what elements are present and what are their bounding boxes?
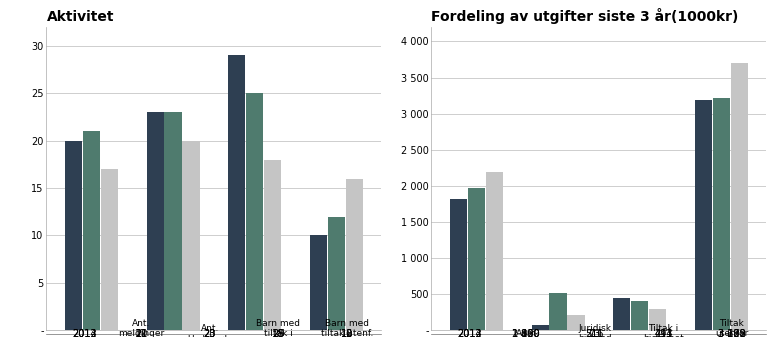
Text: 211: 211 bbox=[585, 329, 604, 337]
Bar bbox=[631, 301, 648, 330]
Text: 2013: 2013 bbox=[72, 329, 97, 337]
Bar bbox=[613, 298, 630, 330]
Bar bbox=[567, 315, 584, 330]
Bar bbox=[165, 112, 182, 330]
Text: 2013: 2013 bbox=[457, 329, 481, 337]
Bar bbox=[550, 293, 567, 330]
Text: 16: 16 bbox=[341, 329, 353, 337]
Bar bbox=[310, 236, 327, 330]
Text: 3 222: 3 222 bbox=[718, 329, 746, 337]
Text: 10: 10 bbox=[341, 329, 353, 337]
Text: 2012: 2012 bbox=[457, 329, 481, 337]
Text: Ant.
Undersøk.: Ant. Undersøk. bbox=[187, 324, 232, 337]
Text: 18: 18 bbox=[272, 329, 284, 337]
Bar bbox=[467, 188, 485, 330]
Text: 2014: 2014 bbox=[457, 329, 481, 337]
Text: 20: 20 bbox=[135, 329, 147, 337]
Text: 23: 23 bbox=[204, 329, 216, 337]
Text: 411: 411 bbox=[654, 329, 673, 337]
Bar bbox=[731, 63, 748, 330]
Bar bbox=[346, 179, 363, 330]
Bar bbox=[486, 172, 503, 330]
Text: Barn med
tiltak utenf.
hj.(252): Barn med tiltak utenf. hj.(252) bbox=[320, 319, 373, 337]
Bar bbox=[649, 309, 666, 330]
Text: 1 820: 1 820 bbox=[512, 329, 540, 337]
Bar bbox=[450, 199, 467, 330]
Text: 29: 29 bbox=[272, 329, 285, 337]
Bar bbox=[65, 141, 82, 330]
Text: 2 190: 2 190 bbox=[512, 329, 540, 337]
Bar bbox=[264, 160, 281, 330]
Bar bbox=[713, 98, 730, 330]
Text: Aktivitet: Aktivitet bbox=[46, 10, 114, 24]
Text: 25: 25 bbox=[272, 329, 285, 337]
Bar bbox=[183, 141, 200, 330]
Text: 3 698: 3 698 bbox=[718, 329, 746, 337]
Text: 73: 73 bbox=[588, 329, 601, 337]
Text: 17: 17 bbox=[135, 329, 147, 337]
Text: Tiltak
utenfor
hjemmet: Tiltak utenfor hjemmet bbox=[711, 319, 752, 337]
Bar bbox=[101, 169, 118, 330]
Bar bbox=[146, 112, 163, 330]
Bar bbox=[328, 216, 345, 330]
Bar bbox=[83, 131, 100, 330]
Bar bbox=[246, 93, 263, 330]
Text: Fordeling av utgifter siste 3 år(1000kr): Fordeling av utgifter siste 3 år(1000kr) bbox=[431, 8, 739, 24]
Text: 3 189: 3 189 bbox=[718, 329, 746, 337]
Bar bbox=[695, 100, 712, 330]
Text: 444: 444 bbox=[654, 329, 673, 337]
Bar bbox=[228, 55, 245, 330]
Text: Ant.
meldinger
inn: Ant. meldinger inn bbox=[118, 319, 164, 337]
Text: 20: 20 bbox=[204, 329, 216, 337]
Text: 12: 12 bbox=[341, 329, 353, 337]
Text: 2014: 2014 bbox=[72, 329, 97, 337]
Text: Barn med
tiltak i
hj.(251): Barn med tiltak i hj.(251) bbox=[256, 319, 300, 337]
Text: Juridisk
bistand: Juridisk bistand bbox=[578, 324, 611, 337]
Text: Adm: Adm bbox=[515, 329, 536, 337]
Text: 293: 293 bbox=[654, 329, 673, 337]
Text: 23: 23 bbox=[204, 329, 216, 337]
Text: 516: 516 bbox=[585, 329, 604, 337]
Bar bbox=[532, 325, 549, 330]
Text: 1 969: 1 969 bbox=[512, 329, 539, 337]
Text: Tiltak i
hjemmet: Tiltak i hjemmet bbox=[643, 324, 683, 337]
Text: 2012: 2012 bbox=[72, 329, 97, 337]
Text: 21: 21 bbox=[135, 329, 147, 337]
